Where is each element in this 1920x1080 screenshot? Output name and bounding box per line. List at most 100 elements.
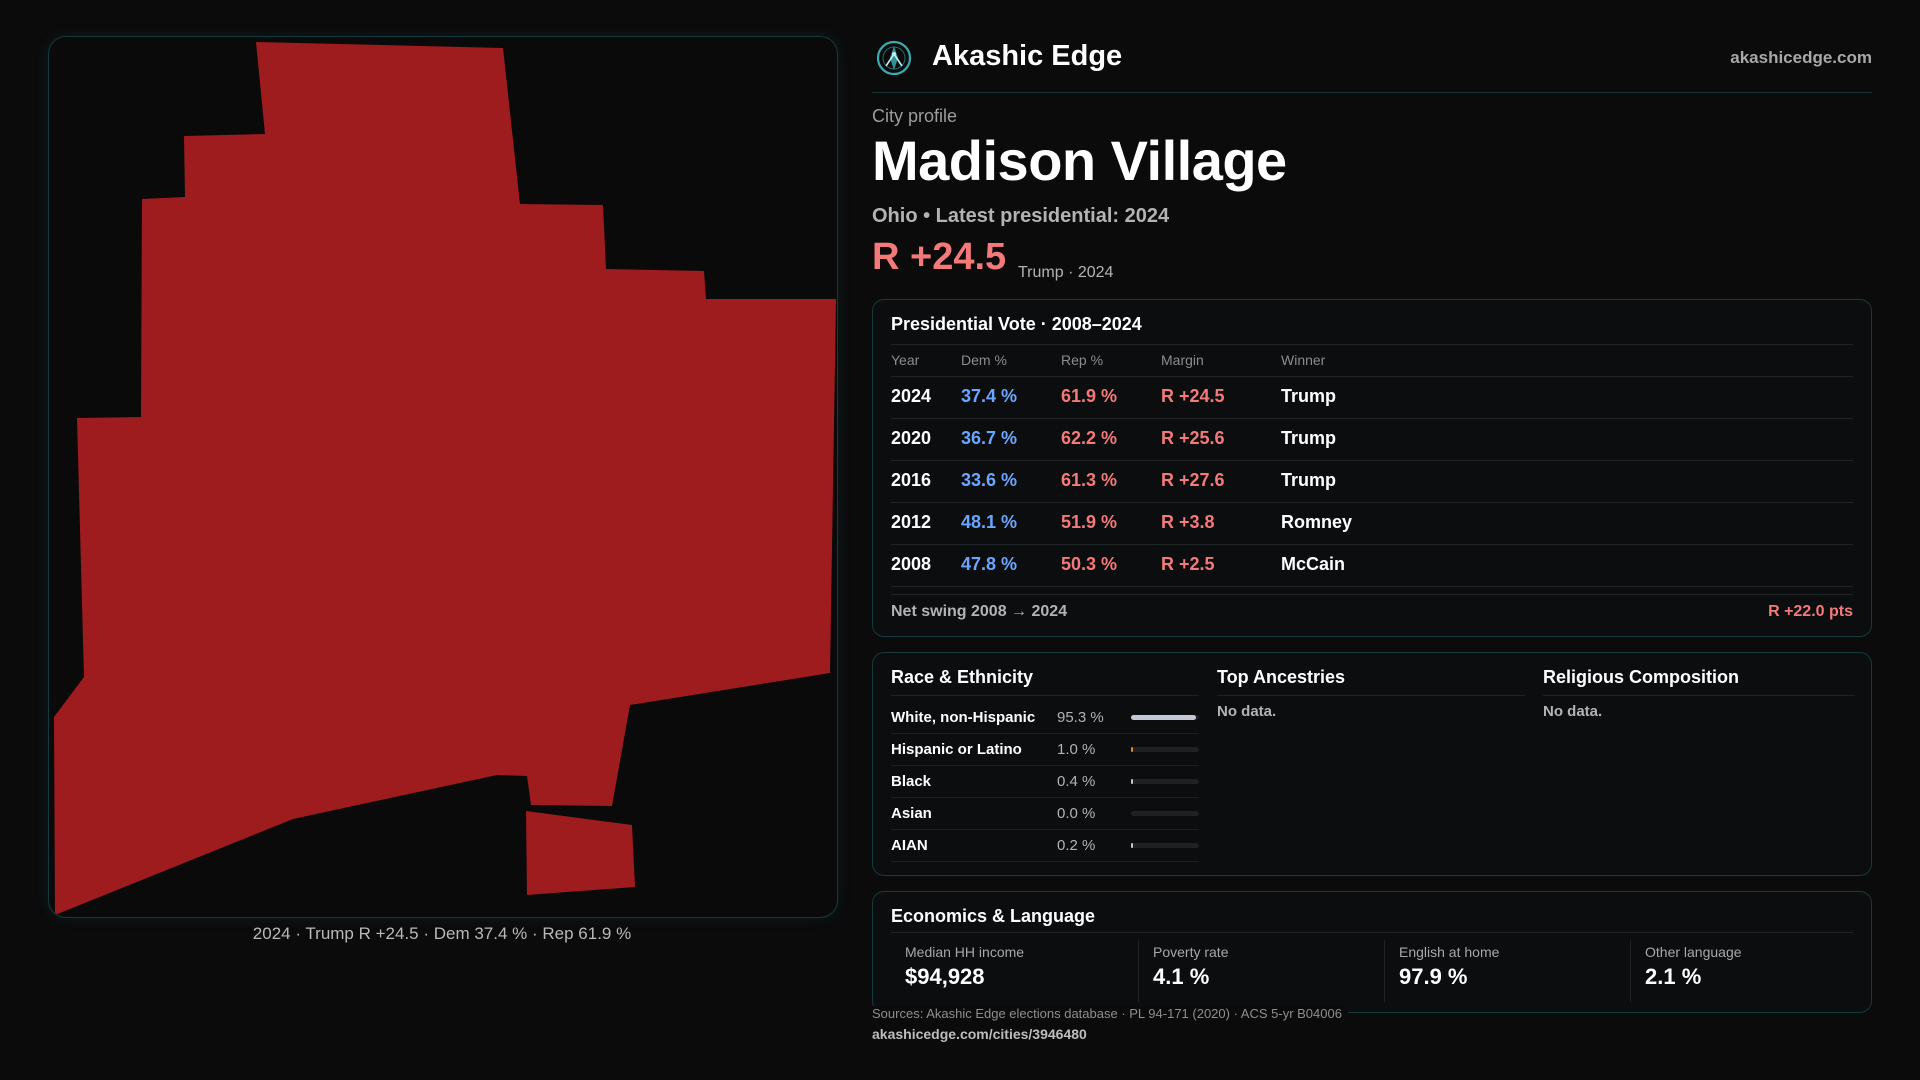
cell-rep: 62.2 %: [1061, 428, 1118, 448]
race-bar-track: [1131, 843, 1199, 848]
cell-dem: 33.6 %: [961, 470, 1018, 490]
site-link[interactable]: akashicedge.com: [1730, 48, 1872, 67]
race-percent: 0.4 %: [1057, 773, 1096, 790]
city-map-panel[interactable]: [48, 36, 838, 918]
race-bar-track: [1131, 779, 1199, 784]
cell-margin: R +24.5: [1161, 386, 1225, 406]
stat-label: Median HH income: [905, 944, 1025, 960]
stat-value: 4.1 %: [1153, 964, 1210, 989]
table-row: 2016 33.6 % 61.3 % R +27.6 Trump: [891, 460, 1853, 503]
ancestries-section: Top Ancestries No data.: [1217, 653, 1525, 877]
city-boundary-map: [54, 42, 836, 915]
divider: [891, 932, 1853, 933]
table-row: 2024 37.4 % 61.9 % R +24.5 Trump: [891, 376, 1853, 419]
site-header: Akashic Edge akashicedge.com: [872, 36, 1872, 93]
ancestries-title: Top Ancestries: [1217, 667, 1346, 687]
cell-winner: Trump: [1281, 470, 1337, 490]
divider: [1543, 695, 1855, 696]
divider: [1217, 695, 1525, 696]
divider: [891, 695, 1199, 696]
race-bar-fill: [1131, 779, 1133, 784]
table-row: 2020 36.7 % 62.2 % R +25.6 Trump: [891, 418, 1853, 461]
race-name: Black: [891, 773, 932, 790]
page-title: Madison Village: [872, 129, 1287, 192]
race-row: Asian 0.0 %: [891, 797, 1199, 830]
race-section-title: Race & Ethnicity: [891, 667, 1034, 687]
cell-year: 2008: [891, 554, 932, 574]
demographics-card: Race & Ethnicity White, non-Hispanic 95.…: [872, 652, 1872, 876]
page-kicker: City profile: [872, 106, 958, 126]
race-name: Hispanic or Latino: [891, 741, 1022, 758]
race-percent: 0.0 %: [1057, 805, 1096, 822]
cell-dem: 48.1 %: [961, 512, 1018, 532]
city-boundary-parcel[interactable]: [526, 811, 635, 895]
religion-empty: No data.: [1543, 703, 1603, 720]
table-row: 2008 47.8 % 50.3 % R +2.5 McCain: [891, 544, 1853, 587]
stat-label: Poverty rate: [1153, 944, 1229, 960]
race-ethnicity-section: Race & Ethnicity White, non-Hispanic 95.…: [891, 653, 1199, 877]
race-percent: 95.3 %: [1057, 709, 1104, 726]
presidential-vote-card: Presidential Vote · 2008–2024 Year Dem %…: [872, 299, 1872, 637]
economics-title: Economics & Language: [891, 906, 1096, 926]
race-percent: 0.2 %: [1057, 837, 1096, 854]
table-row: 2012 48.1 % 51.9 % R +3.8 Romney: [891, 502, 1853, 545]
net-swing-row: Net swing 2008 → 2024 R +22.0 pts: [891, 594, 1853, 625]
cell-margin: R +27.6: [1161, 470, 1225, 490]
stat-label: Other language: [1645, 944, 1742, 960]
map-caption: 2024 · Trump R +24.5 · Dem 37.4 % · Rep …: [252, 924, 632, 943]
stat-value: $94,928: [905, 964, 985, 989]
race-bar-track: [1131, 747, 1199, 752]
cell-winner: McCain: [1281, 554, 1346, 574]
race-name: White, non-Hispanic: [891, 709, 1036, 726]
economics-card: Economics & Language Median HH income $9…: [872, 891, 1872, 1013]
cell-year: 2016: [891, 470, 932, 490]
net-swing-label: Net swing 2008 → 2024: [891, 603, 1068, 620]
race-row: White, non-Hispanic 95.3 %: [891, 701, 1199, 734]
col-header-rep: Rep %: [1061, 352, 1104, 368]
divider: [891, 344, 1853, 345]
race-row: AIAN 0.2 %: [891, 829, 1199, 862]
cell-dem: 37.4 %: [961, 386, 1018, 406]
cell-rep: 51.9 %: [1061, 512, 1118, 532]
headline-margin-note: Trump · 2024: [1018, 264, 1114, 281]
cell-rep: 61.3 %: [1061, 470, 1118, 490]
page-subtitle: Ohio • Latest presidential: 2024: [872, 205, 1170, 227]
compass-logo-icon[interactable]: [876, 40, 912, 76]
ancestries-empty: No data.: [1217, 703, 1277, 720]
headline-margin: R +24.5: [872, 236, 1007, 278]
cell-year: 2012: [891, 512, 932, 532]
cell-rep: 50.3 %: [1061, 554, 1118, 574]
cell-margin: R +2.5: [1161, 554, 1215, 574]
poverty-rate-stat: Poverty rate 4.1 %: [1138, 940, 1385, 1002]
city-boundary-shape[interactable]: [54, 42, 836, 915]
race-bar-track: [1131, 811, 1199, 816]
religion-section: Religious Composition No data.: [1543, 653, 1855, 877]
cell-year: 2024: [891, 386, 932, 406]
col-header-winner: Winner: [1281, 352, 1326, 368]
net-swing-value: R +22.0 pts: [1768, 603, 1853, 620]
race-name: Asian: [891, 805, 932, 822]
cell-margin: R +25.6: [1161, 428, 1225, 448]
race-row: Black 0.4 %: [891, 765, 1199, 798]
cell-year: 2020: [891, 428, 932, 448]
cell-winner: Romney: [1281, 512, 1353, 532]
race-percent: 1.0 %: [1057, 741, 1096, 758]
other-language-stat: Other language 2.1 %: [1630, 940, 1877, 1002]
stat-label: English at home: [1399, 944, 1500, 960]
race-bar-track: [1131, 715, 1199, 720]
vote-table-header: Year Dem % Rep % Margin Winner: [891, 350, 1853, 377]
permalink[interactable]: akashicedge.com/cities/3946480: [872, 1026, 1087, 1042]
religion-title: Religious Composition: [1543, 667, 1739, 687]
col-header-dem: Dem %: [961, 352, 1007, 368]
stat-value: 97.9 %: [1399, 964, 1468, 989]
col-header-margin: Margin: [1161, 352, 1204, 368]
cell-dem: 36.7 %: [961, 428, 1018, 448]
cell-margin: R +3.8: [1161, 512, 1215, 532]
cell-dem: 47.8 %: [961, 554, 1018, 574]
brand-name[interactable]: Akashic Edge: [932, 40, 1123, 72]
cell-winner: Trump: [1281, 428, 1337, 448]
race-bar-fill: [1131, 747, 1133, 752]
cell-winner: Trump: [1281, 386, 1337, 406]
race-name: AIAN: [891, 837, 928, 854]
race-bar-fill: [1131, 843, 1133, 848]
